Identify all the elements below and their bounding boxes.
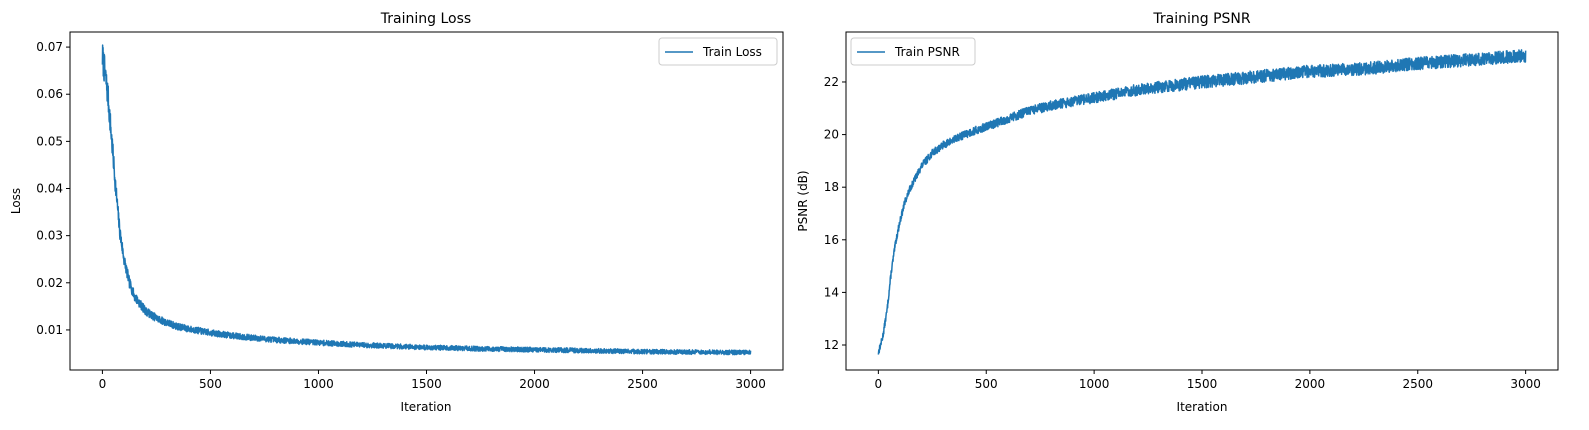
loss-x-axis-label: Iteration (401, 400, 452, 414)
loss-plot-frame (69, 31, 784, 371)
psnr-x-tick-label: 500 (975, 377, 998, 391)
psnr-legend-label: Train PSNR (894, 45, 960, 59)
psnr-x-tick-label: 0 (875, 377, 883, 391)
loss-legend-label: Train Loss (702, 45, 762, 59)
loss-y-tick-label: 0.02 (36, 276, 63, 290)
loss-x-tick-label: 0 (99, 377, 107, 391)
psnr-y-tick-label: 14 (824, 285, 839, 299)
loss-chart: Training Loss 0 500 1000 1500 2000 2500 3000 0.… (9, 11, 784, 414)
psnr-y-tick-label: 22 (824, 75, 839, 89)
loss-y-tick-label: 0.07 (36, 40, 63, 54)
psnr-series-line (877, 49, 1527, 355)
loss-y-tick-label: 0.03 (36, 229, 63, 243)
psnr-x-tick-label: 1000 (1079, 377, 1110, 391)
psnr-y-tick-label: 20 (824, 128, 839, 142)
psnr-x-tick-label: 1500 (1187, 377, 1218, 391)
psnr-x-axis-label: Iteration (1177, 400, 1228, 414)
loss-x-tick-label: 2500 (627, 377, 658, 391)
loss-y-tick-label: 0.05 (36, 134, 63, 148)
loss-x-tick-label: 1500 (411, 377, 442, 391)
loss-chart-title: Training Loss (380, 11, 471, 27)
loss-y-tick-label: 0.04 (36, 182, 63, 196)
psnr-plot-layer (877, 49, 1527, 355)
psnr-ticks: 0 500 1000 1500 2000 2500 3000 12 14 16 18 20 22 (824, 75, 1541, 391)
loss-x-tick-label: 2000 (519, 377, 550, 391)
psnr-legend-box (850, 37, 976, 66)
psnr-x-tick-label: 2500 (1402, 377, 1433, 391)
psnr-chart: Training PSNR 0 500 1000 1500 2000 2500 3000 12… (796, 11, 1559, 414)
psnr-y-tick-label: 18 (824, 180, 839, 194)
psnr-x-tick-label: 2000 (1295, 377, 1326, 391)
loss-y-axis-label: Loss (9, 188, 23, 214)
loss-x-tick-label: 3000 (735, 377, 766, 391)
loss-ticks: 0 500 1000 1500 2000 2500 3000 0.01 0.02 0.03 0.04… (36, 40, 766, 391)
psnr-chart-title: Training PSNR (1152, 11, 1250, 27)
loss-plot-layer (101, 44, 752, 356)
loss-legend: Train Loss (658, 37, 778, 66)
psnr-legend: Train PSNR (850, 37, 976, 66)
psnr-y-tick-label: 16 (824, 233, 839, 247)
psnr-y-tick-label: 12 (824, 338, 839, 352)
loss-x-tick-label: 500 (199, 377, 222, 391)
loss-y-tick-label: 0.06 (36, 87, 63, 101)
loss-y-tick-label: 0.01 (36, 323, 63, 337)
psnr-y-axis-label: PSNR (dB) (796, 170, 810, 231)
loss-legend-box (658, 37, 778, 66)
loss-x-tick-label: 1000 (303, 377, 334, 391)
loss-series-line (101, 44, 752, 356)
psnr-x-tick-label: 3000 (1510, 377, 1541, 391)
